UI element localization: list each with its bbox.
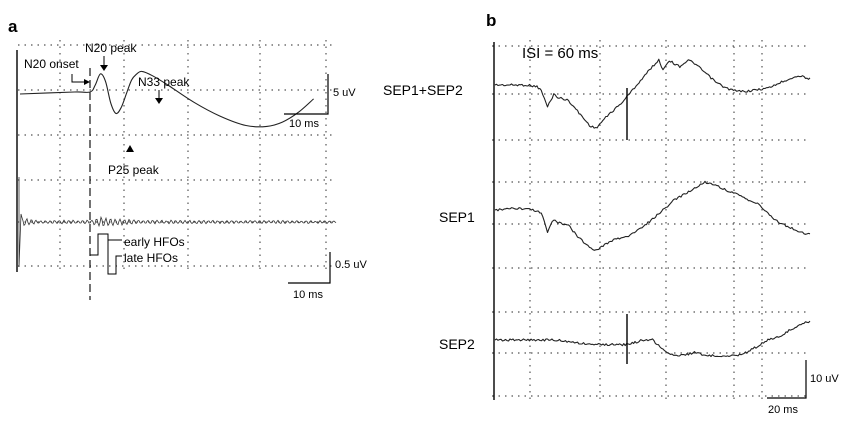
early-hfos-bracket bbox=[90, 233, 109, 256]
trace-label-sep1: SEP1 bbox=[439, 209, 475, 225]
n33-peak-label: N33 peak bbox=[138, 75, 190, 89]
sep-time-label: 10 ms bbox=[289, 118, 319, 130]
sep-waveform bbox=[19, 70, 314, 128]
p25-peak-label: P25 peak bbox=[108, 163, 160, 177]
panel-a-grid bbox=[18, 40, 336, 272]
sep-amplitude-label: 5 uV bbox=[333, 87, 356, 99]
n20-onset-label: N20 onset bbox=[24, 57, 79, 71]
panel-a: a N20 onset N20 peak N33 peak bbox=[8, 17, 367, 301]
hfo-amplitude-label: 0.5 uV bbox=[335, 259, 367, 271]
hfo-scale-bar bbox=[288, 252, 331, 284]
sep1-sep2-trace bbox=[494, 58, 811, 129]
hfo-waveform bbox=[18, 177, 337, 268]
sep1-trace bbox=[494, 180, 811, 251]
sep-scale-bar bbox=[284, 74, 329, 115]
n20-peak-label: N20 peak bbox=[85, 41, 137, 55]
n33-peak-arrowhead bbox=[155, 98, 163, 104]
late-hfos-bracket bbox=[107, 244, 122, 275]
panel-a-label: a bbox=[8, 17, 18, 36]
hfo-time-label: 10 ms bbox=[293, 289, 323, 301]
panel-b-amplitude-label: 10 uV bbox=[810, 373, 839, 385]
n20-peak-arrowhead bbox=[100, 65, 108, 71]
early-hfos-label: early HFOs bbox=[124, 235, 185, 249]
n20-onset-arrow bbox=[71, 74, 86, 83]
n20-onset-arrowhead bbox=[84, 79, 90, 85]
trace-label-sep2: SEP2 bbox=[439, 336, 475, 352]
isi-label: ISI = 60 ms bbox=[522, 45, 598, 62]
panel-b-label: b bbox=[486, 11, 496, 30]
panel-b: b ISI = 60 ms SEP1+SEP2 SEP1 SEP2 bbox=[383, 11, 839, 416]
p25-peak-arrowhead bbox=[126, 145, 134, 152]
late-hfos-label: late HFOs bbox=[124, 251, 178, 265]
sep2-trace bbox=[494, 320, 811, 358]
trace-label-sep1-sep2: SEP1+SEP2 bbox=[383, 82, 463, 98]
panel-b-time-label: 20 ms bbox=[768, 404, 798, 416]
panel-b-grid bbox=[492, 40, 808, 400]
panel-b-scale-bar bbox=[767, 360, 807, 399]
